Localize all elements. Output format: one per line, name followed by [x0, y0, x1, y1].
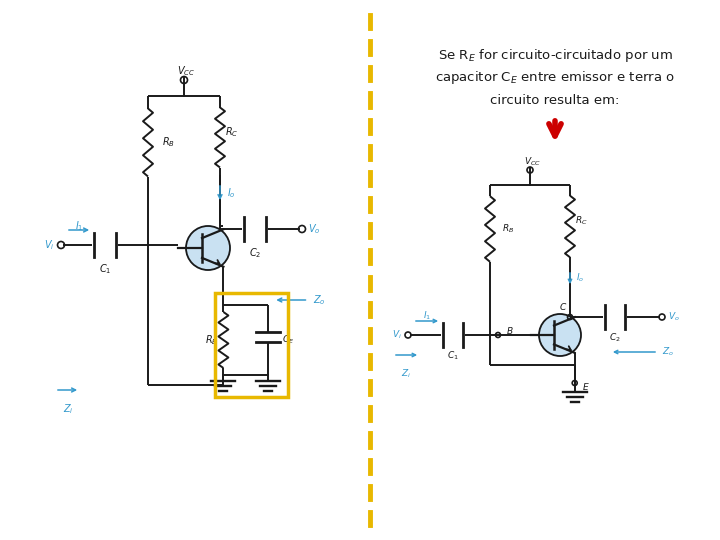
Text: $E$: $E$ [582, 381, 590, 392]
Text: $C$: $C$ [559, 301, 567, 313]
Bar [215, 293, 289, 397]
Text: $B$: $B$ [506, 325, 513, 335]
Text: $V_o$: $V_o$ [668, 310, 680, 323]
Text: $I_o$: $I_o$ [227, 186, 235, 200]
Text: $V_o$: $V_o$ [308, 222, 320, 236]
Text: $C_2$: $C_2$ [249, 246, 261, 260]
Circle shape [539, 314, 581, 356]
Text: $Z_i$: $Z_i$ [401, 367, 411, 380]
Text: $V_{CC}$: $V_{CC}$ [177, 64, 195, 78]
Text: capacitor C$_E$ entre emissor e terra o: capacitor C$_E$ entre emissor e terra o [435, 70, 675, 86]
Text: $Z_o$: $Z_o$ [662, 346, 674, 358]
Text: $I_1$: $I_1$ [423, 310, 431, 322]
Text: $R_B$: $R_B$ [162, 135, 175, 149]
Text: $Z_o$: $Z_o$ [313, 293, 326, 307]
Text: $V_i$: $V_i$ [392, 329, 402, 341]
Text: $C_1$: $C_1$ [447, 350, 459, 362]
Text: $R_B$: $R_B$ [502, 222, 514, 235]
Text: $Z_i$: $Z_i$ [63, 402, 73, 416]
Text: Se R$_E$ for circuito-circuitado por um: Se R$_E$ for circuito-circuitado por um [438, 46, 672, 64]
Text: circuito resulta em:: circuito resulta em: [490, 94, 620, 107]
Text: $R_C$: $R_C$ [225, 125, 238, 139]
Text: $C_E$: $C_E$ [282, 334, 294, 346]
Text: $R_E$: $R_E$ [205, 333, 218, 347]
Text: $I_1$: $I_1$ [75, 219, 84, 233]
Circle shape [186, 226, 230, 270]
Text: $C_2$: $C_2$ [609, 332, 621, 345]
Text: $C_1$: $C_1$ [99, 262, 111, 276]
Text: $V_i$: $V_i$ [45, 238, 55, 252]
Text: $V_{CC}$: $V_{CC}$ [523, 156, 541, 168]
Text: $I_o$: $I_o$ [576, 272, 584, 284]
Text: $R_C$: $R_C$ [575, 215, 588, 227]
